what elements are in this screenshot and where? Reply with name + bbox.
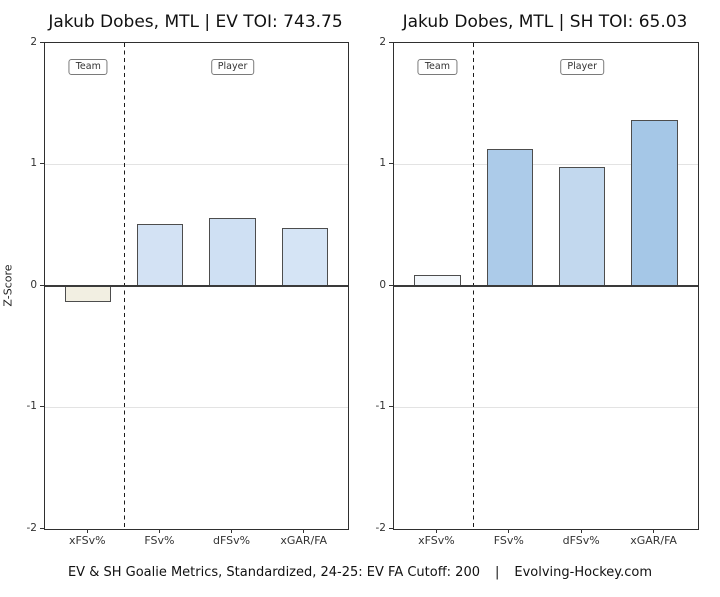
bar-dfsv- [559, 166, 606, 286]
bar-dfsv- [209, 217, 256, 286]
y-tick-label: 2 [30, 35, 37, 48]
player-label: Player [560, 59, 604, 76]
zero-line [45, 285, 348, 287]
y-tick-label: 0 [30, 278, 37, 291]
zero-line [394, 285, 698, 287]
gridline [45, 407, 348, 408]
caption-text: EV & SH Goalie Metrics, Standardized, 24… [67, 565, 480, 580]
plot-ev: Team Player [44, 42, 349, 530]
chart-title-sh: Jakub Dobes, MTL | SH TOI: 65.03 [402, 12, 688, 32]
caption-separator: | [495, 565, 500, 580]
y-tick-label: 1 [379, 157, 386, 169]
x-tick-label: dFSv% [562, 534, 600, 547]
gridline [394, 164, 698, 165]
gridline [394, 407, 698, 408]
caption-site: Evolving-Hockey.com [514, 565, 653, 580]
y-tick-label: -2 [375, 521, 386, 534]
y-tick-label: 1 [30, 157, 37, 169]
x-tick-label: xFSv% [418, 534, 455, 547]
y-tick-label: 0 [379, 278, 386, 291]
team-label: Team [68, 59, 108, 76]
y-axis-title: Z-Score [1, 264, 15, 307]
x-tick-label: FSv% [493, 534, 524, 547]
bar-fsv- [486, 148, 533, 286]
chart-title-ev: Jakub Dobes, MTL | EV TOI: 743.75 [48, 12, 343, 32]
x-tick-label: dFSv% [213, 534, 251, 547]
gridline [45, 164, 348, 165]
y-tick-label: -1 [26, 400, 37, 412]
bar-xfsv- [65, 286, 112, 302]
x-tick-label: xGAR/FA [630, 534, 677, 547]
y-tick-label: -1 [375, 400, 386, 412]
bar-xgar-fa [631, 119, 678, 286]
bar-fsv- [137, 224, 184, 286]
team-label: Team [417, 59, 457, 76]
y-tick-label: 2 [379, 35, 386, 48]
x-tick-label: xFSv% [68, 534, 106, 547]
y-tick-label: -2 [26, 521, 37, 534]
plot-sh: Team Player [393, 42, 699, 530]
bar-xgar-fa [281, 227, 328, 286]
x-tick-label: FSv% [144, 534, 175, 547]
x-tick-label: xGAR/FA [280, 534, 328, 547]
player-label: Player [210, 59, 255, 76]
figure-caption: EV & SH Goalie Metrics, Standardized, 24… [0, 565, 720, 580]
